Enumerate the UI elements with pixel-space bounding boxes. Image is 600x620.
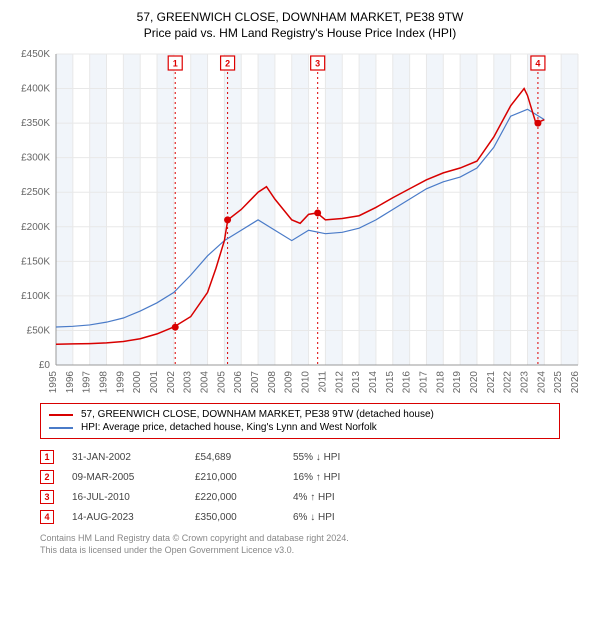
- svg-text:4: 4: [535, 59, 540, 69]
- table-price: £54,689: [195, 452, 275, 463]
- table-pct: 55% ↓ HPI: [293, 452, 340, 463]
- svg-text:£150K: £150K: [21, 256, 50, 267]
- svg-text:£0: £0: [39, 360, 51, 371]
- svg-text:£300K: £300K: [21, 153, 50, 164]
- svg-text:2016: 2016: [402, 371, 413, 393]
- svg-text:2017: 2017: [418, 371, 429, 393]
- legend-label: 57, GREENWICH CLOSE, DOWNHAM MARKET, PE3…: [81, 409, 434, 420]
- svg-text:£100K: £100K: [21, 291, 50, 302]
- svg-text:2004: 2004: [200, 371, 211, 393]
- legend-label: HPI: Average price, detached house, King…: [81, 422, 377, 433]
- svg-text:2005: 2005: [216, 371, 227, 393]
- svg-text:2011: 2011: [317, 371, 328, 393]
- svg-text:2009: 2009: [284, 371, 295, 393]
- chart-subtitle: Price paid vs. HM Land Registry's House …: [12, 26, 588, 40]
- svg-text:1998: 1998: [99, 371, 110, 393]
- chart-title: 57, GREENWICH CLOSE, DOWNHAM MARKET, PE3…: [12, 10, 588, 24]
- chart-marker-dot: [314, 209, 321, 216]
- svg-text:£200K: £200K: [21, 222, 50, 233]
- svg-text:£450K: £450K: [21, 49, 50, 60]
- svg-text:2024: 2024: [536, 371, 547, 393]
- table-pct: 4% ↑ HPI: [293, 492, 335, 503]
- svg-text:£350K: £350K: [21, 118, 50, 129]
- svg-text:2006: 2006: [233, 371, 244, 393]
- svg-text:2003: 2003: [183, 371, 194, 393]
- svg-text:2020: 2020: [469, 371, 480, 393]
- svg-text:2026: 2026: [570, 371, 581, 393]
- svg-text:2002: 2002: [166, 371, 177, 393]
- table-row: 1 31-JAN-2002 £54,689 55% ↓ HPI: [40, 447, 560, 467]
- table-price: £350,000: [195, 512, 275, 523]
- legend-swatch: [49, 427, 73, 429]
- chart-area: £0 £50K £100K £150K £200K £250K £300K £350K £400…: [12, 48, 588, 393]
- table-date: 31-JAN-2002: [72, 452, 177, 463]
- svg-text:£50K: £50K: [27, 325, 51, 336]
- chart-marker-dot: [534, 120, 541, 127]
- legend-box: 57, GREENWICH CLOSE, DOWNHAM MARKET, PE3…: [40, 403, 560, 439]
- svg-text:£400K: £400K: [21, 84, 50, 95]
- svg-text:2019: 2019: [452, 371, 463, 393]
- legend-swatch: [49, 414, 73, 416]
- svg-text:3: 3: [315, 59, 320, 69]
- svg-text:1: 1: [173, 59, 178, 69]
- chart-container: 57, GREENWICH CLOSE, DOWNHAM MARKET, PE3…: [0, 0, 600, 562]
- table-row: 4 14-AUG-2023 £350,000 6% ↓ HPI: [40, 507, 560, 527]
- table-marker-id: 2: [40, 470, 54, 484]
- svg-text:2007: 2007: [250, 371, 261, 393]
- footnote-line: This data is licensed under the Open Gov…: [40, 545, 560, 557]
- svg-text:2015: 2015: [385, 371, 396, 393]
- table-marker-id: 4: [40, 510, 54, 524]
- svg-text:1995: 1995: [48, 371, 59, 393]
- svg-text:2013: 2013: [351, 371, 362, 393]
- table-marker-id: 3: [40, 490, 54, 504]
- svg-text:2018: 2018: [435, 371, 446, 393]
- table-price: £210,000: [195, 472, 275, 483]
- svg-text:2000: 2000: [132, 371, 143, 393]
- footnote: Contains HM Land Registry data © Crown c…: [40, 533, 560, 556]
- svg-text:2008: 2008: [267, 371, 278, 393]
- svg-text:2001: 2001: [149, 371, 160, 393]
- svg-text:2025: 2025: [553, 371, 564, 393]
- table-date: 14-AUG-2023: [72, 512, 177, 523]
- table-pct: 6% ↓ HPI: [293, 512, 335, 523]
- table-marker-id: 1: [40, 450, 54, 464]
- svg-text:2022: 2022: [503, 371, 514, 393]
- table-pct: 16% ↑ HPI: [293, 472, 340, 483]
- line-chart-svg: £0 £50K £100K £150K £200K £250K £300K £350K £400…: [12, 48, 588, 393]
- marker-table: 1 31-JAN-2002 £54,689 55% ↓ HPI 2 09-MAR-2005…: [40, 447, 560, 527]
- svg-text:£250K: £250K: [21, 187, 50, 198]
- svg-text:2: 2: [225, 59, 230, 69]
- svg-text:1996: 1996: [65, 371, 76, 393]
- legend-item: 57, GREENWICH CLOSE, DOWNHAM MARKET, PE3…: [49, 408, 551, 421]
- table-date: 09-MAR-2005: [72, 472, 177, 483]
- svg-text:2021: 2021: [486, 371, 497, 393]
- table-row: 3 16-JUL-2010 £220,000 4% ↑ HPI: [40, 487, 560, 507]
- chart-marker-dot: [224, 216, 231, 223]
- chart-marker-dot: [172, 324, 179, 331]
- svg-text:2014: 2014: [368, 371, 379, 393]
- svg-text:2023: 2023: [519, 371, 530, 393]
- table-price: £220,000: [195, 492, 275, 503]
- table-row: 2 09-MAR-2005 £210,000 16% ↑ HPI: [40, 467, 560, 487]
- svg-text:2012: 2012: [334, 371, 345, 393]
- svg-text:1997: 1997: [82, 371, 93, 393]
- svg-text:1999: 1999: [115, 371, 126, 393]
- table-date: 16-JUL-2010: [72, 492, 177, 503]
- svg-text:2010: 2010: [301, 371, 312, 393]
- footnote-line: Contains HM Land Registry data © Crown c…: [40, 533, 560, 545]
- legend-item: HPI: Average price, detached house, King…: [49, 421, 551, 434]
